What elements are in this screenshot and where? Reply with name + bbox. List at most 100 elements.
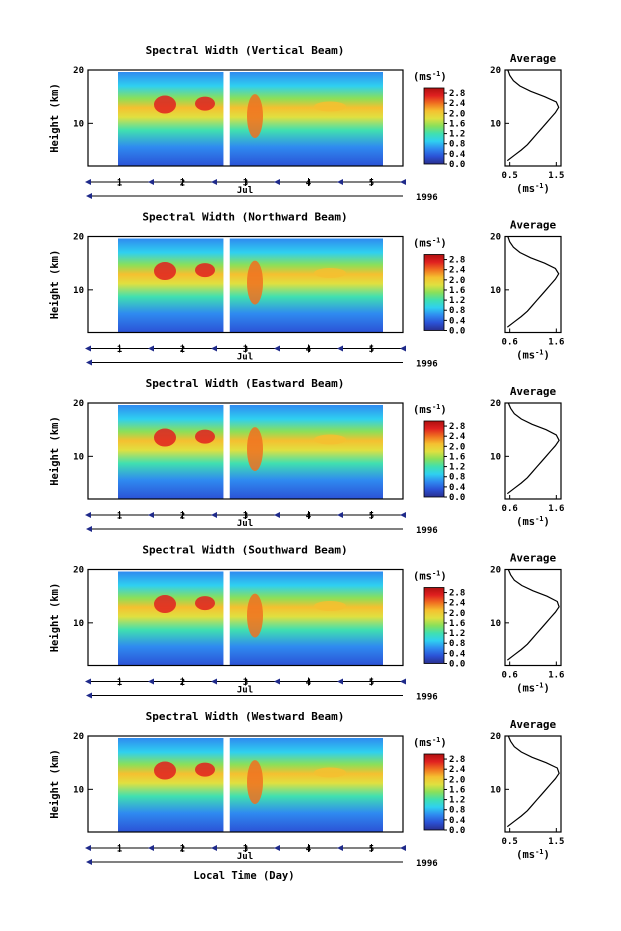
colorbar-unit: (ms-1) bbox=[413, 570, 447, 583]
y-tick-label: 20 bbox=[73, 566, 84, 576]
month-label: Jul bbox=[237, 852, 253, 862]
heatmap-feature bbox=[195, 762, 215, 777]
day-boundary-marker bbox=[400, 179, 406, 185]
colorbar-tick-label: 2.0 bbox=[449, 775, 465, 785]
colorbar-tick-label: 0.8 bbox=[449, 639, 465, 649]
x-tick-label: 2 bbox=[180, 179, 185, 189]
colorbar-tick-label: 1.2 bbox=[449, 130, 465, 140]
colorbar-tick-label: 2.8 bbox=[449, 589, 465, 599]
year-label: 1996 bbox=[416, 859, 438, 869]
profile-line bbox=[506, 569, 560, 661]
day-boundary-marker bbox=[85, 845, 91, 851]
x-tick-label: 3 bbox=[243, 345, 248, 355]
colorbar-tick-label: 0.0 bbox=[449, 493, 465, 503]
colorbar-tick-label: 2.0 bbox=[449, 609, 465, 619]
colorbar-tick-label: 1.6 bbox=[449, 619, 465, 629]
x-tick-label: 5 bbox=[369, 345, 374, 355]
heatmap-feature bbox=[247, 760, 263, 805]
heatmap-feature bbox=[247, 260, 263, 305]
profile-y-tick-label: 20 bbox=[490, 732, 501, 742]
profile-title: Average bbox=[510, 552, 557, 565]
colorbar-tick-label: 1.2 bbox=[449, 296, 465, 306]
heatmap-feature bbox=[195, 263, 215, 278]
colorbar bbox=[423, 254, 445, 331]
day-boundary-marker bbox=[85, 512, 91, 518]
month-marker bbox=[86, 359, 92, 366]
colorbar-tick-label: 2.4 bbox=[449, 599, 466, 609]
day-boundary-marker bbox=[337, 512, 343, 518]
x-axis-title: Local Time (Day) bbox=[193, 870, 294, 882]
colorbar-tick-label: 2.0 bbox=[449, 276, 465, 286]
profile-unit: (ms-1) bbox=[516, 349, 550, 362]
month-label: Jul bbox=[237, 686, 253, 696]
day-boundary-marker bbox=[274, 678, 280, 685]
profile-frame bbox=[504, 69, 562, 167]
day-boundary-marker bbox=[400, 845, 406, 851]
colorbar bbox=[423, 420, 445, 498]
day-boundary-marker bbox=[274, 345, 280, 352]
x-tick-label: 2 bbox=[180, 512, 185, 522]
profile-x-tick-label: 1.6 bbox=[548, 671, 564, 681]
profile-y-tick-label: 10 bbox=[490, 785, 501, 795]
colorbar-tick-label: 0.0 bbox=[449, 327, 465, 337]
profile-unit: (ms-1) bbox=[516, 682, 550, 695]
colorbar-unit: (ms-1) bbox=[413, 237, 447, 250]
profile-y-tick-label: 10 bbox=[490, 119, 501, 129]
colorbar-tick-label: 2.8 bbox=[449, 256, 465, 266]
colorbar-tick-label: 0.4 bbox=[449, 150, 466, 160]
month-label: Jul bbox=[237, 186, 253, 196]
day-boundary-marker bbox=[400, 345, 406, 352]
x-tick-label: 1 bbox=[117, 512, 122, 522]
colorbar-tick-label: 2.8 bbox=[449, 422, 465, 432]
y-tick-label: 20 bbox=[73, 732, 84, 742]
y-tick-label: 10 bbox=[73, 119, 84, 129]
y-tick-label: 10 bbox=[73, 452, 84, 462]
profile-x-tick-label: 0.6 bbox=[502, 338, 518, 348]
heatmap-feature bbox=[314, 767, 346, 778]
y-axis-label: Height (km) bbox=[49, 250, 61, 320]
colorbar-tick-label: 2.4 bbox=[449, 432, 466, 442]
heatmap-feature bbox=[314, 267, 346, 278]
colorbar-tick-label: 1.6 bbox=[449, 119, 465, 129]
x-tick-label: 3 bbox=[243, 512, 248, 522]
colorbar-tick-label: 0.8 bbox=[449, 473, 465, 483]
colorbar-tick-label: 0.8 bbox=[449, 806, 465, 816]
colorbar-tick-label: 0.4 bbox=[449, 316, 466, 326]
profile-frame bbox=[504, 735, 562, 833]
day-boundary-marker bbox=[337, 345, 343, 352]
month-label: Jul bbox=[237, 519, 253, 529]
colorbar-tick-label: 0.4 bbox=[449, 649, 466, 659]
y-tick-label: 20 bbox=[73, 233, 84, 243]
heatmap-feature bbox=[314, 600, 346, 611]
plot-frame bbox=[87, 735, 404, 833]
colorbar-tick-label: 1.6 bbox=[449, 286, 465, 296]
x-tick-label: 5 bbox=[369, 845, 374, 855]
colorbar-tick-label: 2.8 bbox=[449, 755, 465, 765]
x-tick-label: 1 bbox=[117, 845, 122, 855]
heatmap-feature bbox=[195, 429, 215, 444]
y-tick-label: 10 bbox=[73, 286, 84, 296]
profile-unit: (ms-1) bbox=[516, 515, 550, 528]
heatmap-feature bbox=[314, 101, 346, 112]
month-label: Jul bbox=[237, 353, 253, 363]
profile-frame bbox=[504, 235, 562, 334]
profile-line bbox=[506, 735, 560, 828]
profile-line bbox=[506, 402, 560, 495]
day-boundary-marker bbox=[400, 678, 406, 685]
panel-title: Spectral Width (Vertical Beam) bbox=[146, 44, 345, 57]
day-boundary-marker bbox=[337, 179, 343, 185]
day-boundary-marker bbox=[337, 845, 343, 851]
profile-x-tick-label: 0.6 bbox=[502, 671, 518, 681]
profile-title: Average bbox=[510, 52, 557, 65]
profile-x-tick-label: 1.5 bbox=[548, 837, 564, 847]
profile-y-tick-label: 20 bbox=[490, 566, 501, 576]
colorbar-tick-label: 1.2 bbox=[449, 796, 465, 806]
colorbar-tick-label: 1.6 bbox=[449, 452, 465, 462]
panel-5: Spectral Width (Westward Beam) 10 20 Height… bbox=[49, 710, 564, 869]
colorbar bbox=[423, 587, 445, 664]
profile-line bbox=[506, 236, 560, 328]
colorbar-tick-label: 1.2 bbox=[449, 629, 465, 639]
heatmap-left bbox=[118, 571, 224, 666]
x-tick-label: 3 bbox=[243, 179, 248, 189]
profile-y-tick-label: 20 bbox=[490, 66, 501, 76]
